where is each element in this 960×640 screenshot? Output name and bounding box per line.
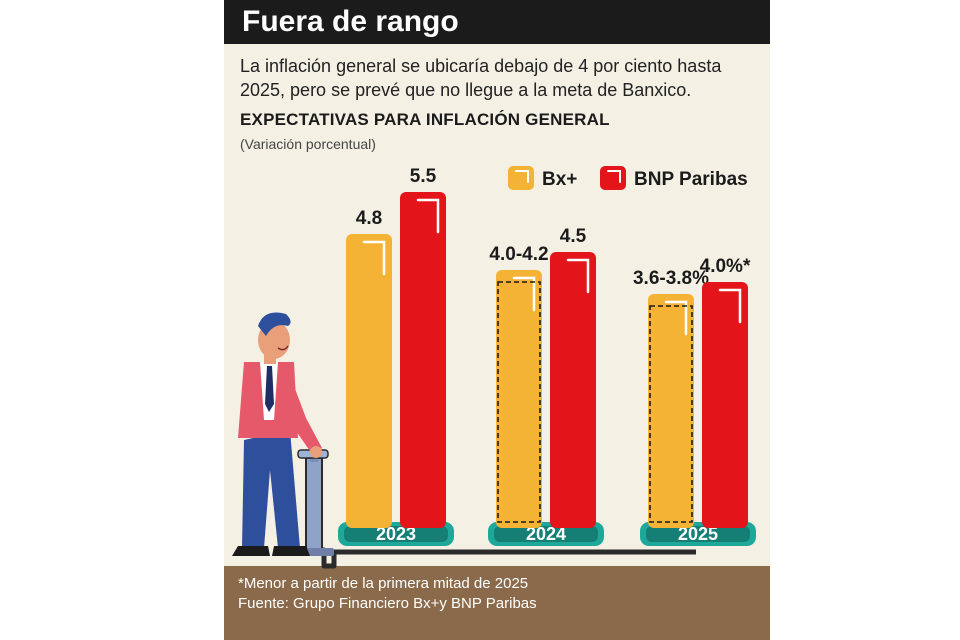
bar-highlight-0-2023 bbox=[362, 240, 386, 276]
bar-highlight-1-2025 bbox=[718, 288, 742, 324]
bar-bx--2023 bbox=[346, 234, 392, 528]
legend-label-1: BNP Paribas bbox=[634, 169, 748, 190]
legend-swatch-0 bbox=[508, 166, 534, 190]
legend-swatch-1 bbox=[600, 166, 626, 190]
year-label-2024: 2024 bbox=[526, 524, 566, 544]
footnote: *Menor a partir de la primera mitad de 2… bbox=[238, 575, 529, 592]
page-subtitle: La inflación general se ubicaría debajo … bbox=[240, 56, 722, 100]
bar-bnp-paribas-2025 bbox=[702, 282, 748, 528]
ground-band bbox=[224, 566, 770, 640]
value-label-0-2023: 4.8 bbox=[356, 208, 382, 229]
chart-title: EXPECTATIVAS PARA INFLACIÓN GENERAL bbox=[240, 110, 610, 129]
man-with-pump-illustration bbox=[232, 312, 334, 556]
infographic-panel: Fuera de rango La inflación general se u… bbox=[224, 0, 770, 640]
value-label-0-2024: 4.0-4.2 bbox=[489, 244, 548, 265]
bar-bx--2025 bbox=[648, 294, 694, 528]
legend-label-0: Bx+ bbox=[542, 169, 577, 190]
year-pedestal-inner-2023 bbox=[344, 526, 448, 542]
value-label-1-2023: 5.5 bbox=[410, 166, 437, 187]
source-note: Fuente: Grupo Financiero Bx+y BNP Pariba… bbox=[238, 595, 537, 612]
year-label-2023: 2023 bbox=[376, 524, 416, 544]
value-label-1-2025: 4.0%* bbox=[700, 256, 751, 277]
bar-highlight-0-2024 bbox=[512, 276, 536, 312]
bar-highlight-1-2024 bbox=[566, 258, 590, 294]
bar-highlight-1-2023 bbox=[416, 198, 440, 234]
value-label-1-2024: 4.5 bbox=[560, 226, 587, 247]
bar-bnp-paribas-2024 bbox=[550, 252, 596, 528]
bar-highlight-0-2025 bbox=[664, 300, 688, 336]
year-pedestal-inner-2025 bbox=[646, 526, 750, 542]
bar-bnp-paribas-2023 bbox=[400, 192, 446, 528]
range-low-marker-2025 bbox=[649, 305, 693, 523]
air-hose bbox=[314, 547, 696, 569]
page-title: Fuera de rango bbox=[242, 5, 459, 38]
legend-swatch-highlight-0 bbox=[515, 170, 529, 183]
bar-chart: 2023 2024 2025 4.8 4.0-4.2 3.6-3.8% 5.5 4.5 4.0%… bbox=[232, 166, 756, 569]
year-pedestal-inner-2024 bbox=[494, 526, 598, 542]
legend-swatch-highlight-1 bbox=[607, 170, 621, 183]
value-label-0-2025: 3.6-3.8% bbox=[633, 268, 709, 289]
chart-unit: (Variación porcentual) bbox=[240, 136, 376, 152]
year-label-2025: 2025 bbox=[678, 524, 718, 544]
range-low-marker-2024 bbox=[497, 281, 541, 523]
bar-bx--2024 bbox=[496, 270, 542, 528]
title-bar: Fuera de rango bbox=[224, 0, 770, 44]
